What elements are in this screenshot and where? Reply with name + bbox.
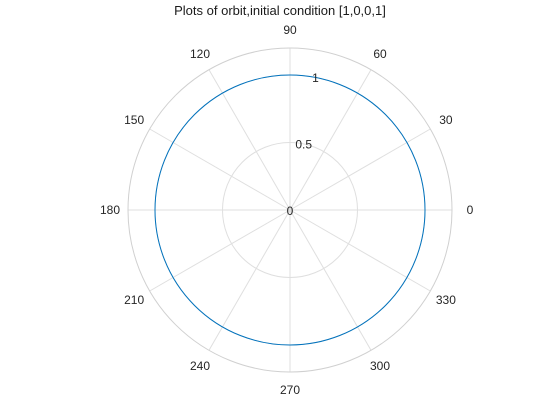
theta-tick-label: 0 — [467, 203, 474, 217]
r-tick-label: 0 — [287, 204, 294, 218]
theta-tick-label: 90 — [283, 23, 297, 37]
theta-tick-label: 240 — [190, 359, 210, 373]
theta-grid-line — [149, 209, 291, 292]
theta-grid-line — [208, 69, 291, 211]
r-tick-label: 1 — [312, 71, 319, 85]
theta-tick-label: 30 — [439, 113, 453, 127]
chart-title: Plots of orbit,initial condition [1,0,0,… — [174, 3, 386, 18]
theta-grid-line — [289, 209, 431, 292]
theta-grid-line — [289, 209, 372, 351]
orbit-series-line — [154, 74, 426, 346]
outer-ring — [127, 47, 453, 373]
theta-tick-label: 330 — [436, 293, 456, 307]
theta-tick-label: 300 — [370, 359, 390, 373]
theta-grid-line — [208, 209, 291, 351]
series-layer — [154, 74, 426, 346]
r-tick-label: 0.5 — [295, 138, 312, 152]
theta-tick-label: 270 — [280, 383, 300, 397]
theta-tick-label: 60 — [373, 47, 387, 61]
theta-grid-line — [149, 128, 291, 211]
theta-tick-label: 180 — [100, 203, 120, 217]
theta-tick-label: 120 — [190, 47, 210, 61]
theta-tick-label: 150 — [124, 113, 144, 127]
theta-tick-label: 210 — [124, 293, 144, 307]
label-layer: 0 30 60 90 120 150 180 210 240 270 300 330 0 0.5 1 — [100, 23, 474, 397]
